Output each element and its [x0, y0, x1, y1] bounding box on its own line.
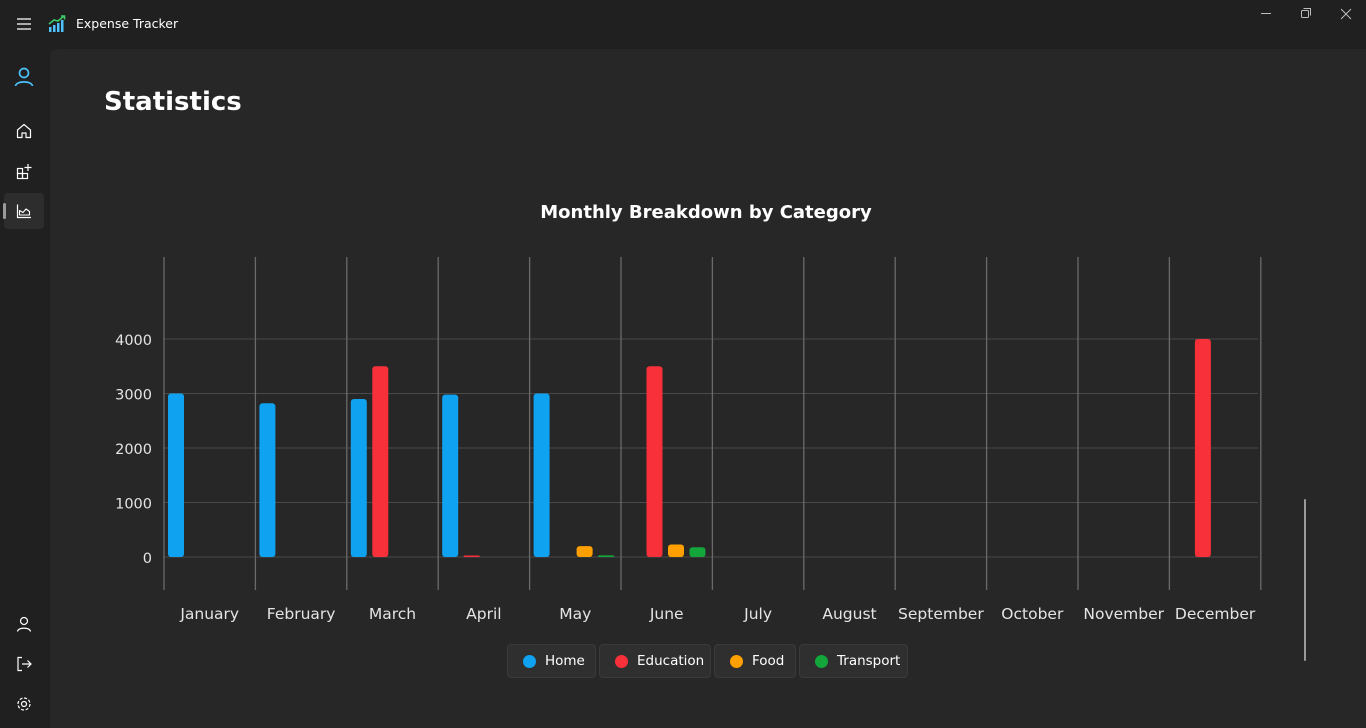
nav-profile[interactable]	[4, 606, 44, 642]
nav-home[interactable]	[4, 113, 44, 149]
restore-button[interactable]	[1286, 0, 1326, 28]
legend-label: Home	[545, 653, 585, 669]
x-tick-label: May	[559, 605, 591, 623]
legend-label: Education	[637, 653, 705, 669]
legend-item-home[interactable]: Home	[507, 644, 596, 678]
x-tick-label: January	[179, 605, 239, 623]
bar-home-may[interactable]	[533, 393, 550, 558]
x-tick-label: August	[822, 605, 876, 623]
bar-transport-may[interactable]	[598, 555, 615, 557]
vertical-scrollbar[interactable]	[1304, 499, 1306, 661]
title-bar: Expense Tracker	[0, 0, 1366, 48]
y-tick-label: 0	[143, 551, 152, 567]
minimize-icon	[1261, 13, 1271, 14]
y-tick-label: 4000	[115, 333, 152, 349]
legend-swatch	[523, 655, 536, 668]
bar-education-april[interactable]	[463, 555, 480, 558]
x-tick-label: December	[1175, 605, 1256, 623]
apps-add-icon	[16, 164, 32, 180]
legend-swatch	[730, 655, 743, 668]
bar-chart: 0 1000 2000 3000 4000 January February March Apr…	[115, 257, 1262, 623]
person-icon	[14, 67, 34, 87]
y-tick-label: 3000	[115, 388, 152, 404]
page-title: Statistics	[104, 87, 242, 117]
home-icon	[16, 123, 32, 139]
app-title: Expense Tracker	[76, 16, 179, 31]
bar-home-march[interactable]	[350, 398, 367, 557]
x-tick-label: April	[466, 605, 501, 623]
nav-manage[interactable]	[4, 153, 44, 189]
bar-education-december[interactable]	[1194, 339, 1211, 557]
nav-statistics[interactable]	[3, 193, 44, 229]
x-tick-label: February	[267, 605, 336, 623]
legend-label: Transport	[837, 653, 901, 669]
bar-home-january[interactable]	[168, 393, 184, 558]
nav-logout[interactable]	[4, 646, 44, 682]
selected-indicator	[3, 203, 6, 219]
content-area: Statistics Monthly Breakdown by Category…	[50, 49, 1366, 728]
restore-icon	[1301, 8, 1311, 18]
bar-education-june[interactable]	[646, 366, 663, 557]
legend-item-transport[interactable]: Transport	[799, 644, 908, 678]
nav-account[interactable]	[4, 59, 44, 95]
x-tick-label: October	[1001, 605, 1064, 623]
bar-food-may[interactable]	[576, 546, 593, 557]
legend-swatch	[815, 655, 828, 668]
sign-out-icon	[17, 656, 32, 672]
y-tick-label: 1000	[115, 497, 152, 513]
bar-home-february[interactable]	[259, 403, 276, 557]
chart-title: Monthly Breakdown by Category	[540, 202, 872, 223]
area-chart-icon	[16, 204, 31, 219]
bar-food-june[interactable]	[668, 544, 684, 557]
x-tick-label: July	[743, 605, 772, 623]
minimize-button[interactable]	[1246, 0, 1286, 28]
bar-home-april[interactable]	[442, 394, 459, 557]
person-icon	[16, 616, 32, 632]
legend-item-food[interactable]: Food	[714, 644, 796, 678]
x-tick-label: March	[369, 605, 416, 623]
nav-settings[interactable]	[4, 686, 44, 722]
x-tick-label: September	[898, 605, 984, 623]
legend-label: Food	[752, 653, 785, 669]
gear-icon	[17, 697, 31, 711]
hamburger-menu-icon[interactable]	[12, 12, 36, 36]
y-tick-label: 2000	[115, 442, 152, 458]
app-logo-icon	[47, 14, 67, 34]
x-tick-label: November	[1083, 605, 1164, 623]
close-icon	[1340, 8, 1352, 20]
legend-item-education[interactable]: Education	[599, 644, 711, 678]
bar-transport-june[interactable]	[689, 547, 706, 557]
close-button[interactable]	[1326, 0, 1366, 28]
x-tick-label: June	[649, 605, 684, 623]
bar-education-march[interactable]	[372, 366, 389, 557]
legend-swatch	[615, 655, 628, 668]
